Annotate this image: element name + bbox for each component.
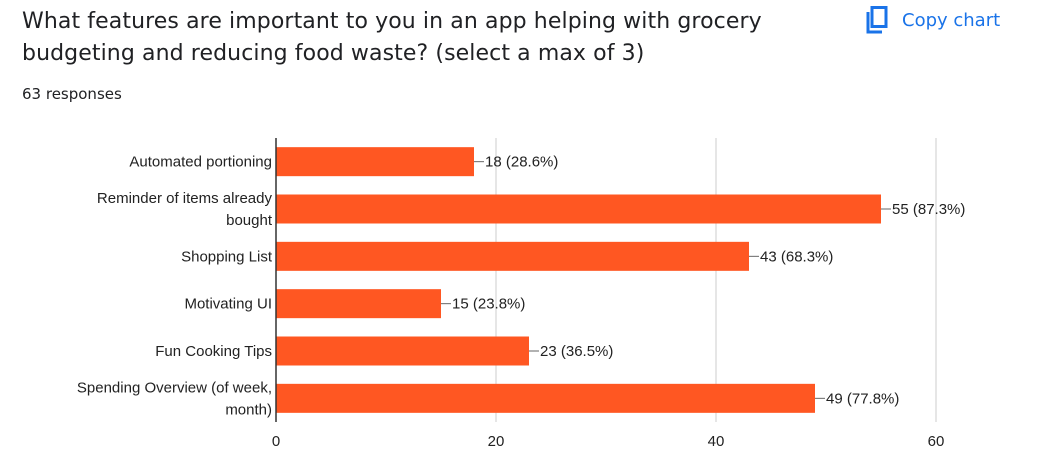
question-title: What features are important to you in an… bbox=[22, 9, 762, 66]
category-label: Shopping List bbox=[181, 248, 273, 265]
copy-chart-button[interactable]: Copy chart bbox=[866, 2, 1000, 38]
bar bbox=[276, 147, 474, 177]
category-label: month) bbox=[225, 401, 272, 418]
category-label: Fun Cooking Tips bbox=[155, 343, 272, 360]
response-count: 63 responses bbox=[22, 85, 122, 103]
bar bbox=[276, 289, 441, 319]
x-tick-label: 20 bbox=[488, 433, 505, 450]
copy-icon bbox=[866, 6, 888, 34]
x-tick-label: 40 bbox=[708, 433, 725, 450]
category-label: bought bbox=[226, 212, 273, 229]
bar bbox=[276, 241, 749, 271]
bar bbox=[276, 383, 815, 413]
x-tick-label: 60 bbox=[928, 433, 945, 450]
bar bbox=[276, 336, 529, 366]
copy-chart-label: Copy chart bbox=[902, 9, 1001, 31]
category-label: Spending Overview (of week, bbox=[77, 379, 272, 396]
data-label: 43 (68.3%) bbox=[760, 248, 833, 265]
category-label: Automated portioning bbox=[129, 154, 272, 171]
category-label: Motivating UI bbox=[184, 296, 272, 313]
data-label: 55 (87.3%) bbox=[892, 201, 965, 218]
bar bbox=[276, 194, 881, 224]
data-label: 15 (23.8%) bbox=[452, 296, 525, 313]
data-label: 49 (77.8%) bbox=[826, 390, 899, 407]
data-label: 23 (36.5%) bbox=[540, 343, 613, 360]
x-tick-label: 0 bbox=[272, 433, 280, 450]
data-label: 18 (28.6%) bbox=[485, 154, 558, 171]
category-label: Reminder of items already bbox=[97, 190, 273, 207]
